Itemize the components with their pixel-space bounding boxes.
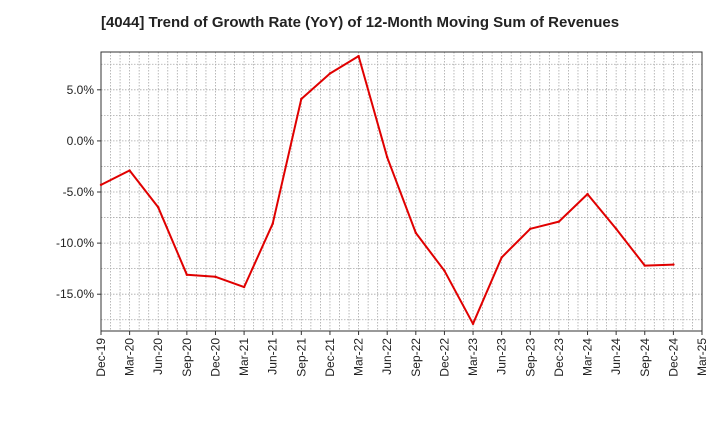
- x-tick-label: Mar-22: [352, 338, 366, 376]
- data-point: [557, 220, 561, 223]
- data-point: [672, 263, 675, 266]
- data-point: [414, 231, 418, 235]
- y-tick-label: 0.0%: [67, 134, 95, 148]
- data-point: [157, 206, 160, 209]
- x-tick-label: Dec-24: [666, 338, 680, 377]
- chart-title: [4044] Trend of Growth Rate (YoY) of 12-…: [100, 14, 620, 31]
- x-tick-label: Dec-20: [208, 338, 222, 377]
- data-point: [300, 97, 303, 101]
- data-point: [385, 156, 389, 159]
- x-tick-label: Sep-22: [409, 338, 423, 377]
- x-tick-label: Mar-23: [466, 338, 480, 376]
- x-tick-label: Sep-21: [294, 338, 308, 377]
- x-tick-label: Jun-22: [380, 338, 394, 375]
- data-point: [271, 222, 274, 225]
- y-tick-label: -5.0%: [63, 185, 95, 199]
- data-point: [529, 227, 532, 231]
- y-tick-label: -15.0%: [56, 287, 94, 301]
- data-point: [443, 269, 446, 272]
- x-tick-label: Sep-24: [638, 338, 652, 377]
- x-tick-label: Dec-23: [552, 338, 566, 377]
- y-tick-label: -10.0%: [56, 236, 94, 250]
- x-tick-label: Jun-20: [151, 338, 165, 375]
- x-tick-label: Mar-21: [237, 338, 251, 376]
- data-point: [128, 169, 131, 172]
- data-point: [357, 54, 360, 58]
- x-tick-label: Mar-25: [695, 338, 709, 376]
- data-point: [471, 322, 475, 326]
- x-tick-label: Dec-22: [437, 338, 451, 377]
- plot-frame: [100, 51, 703, 332]
- x-tick-label: Mar-24: [581, 338, 595, 376]
- data-point: [328, 72, 332, 75]
- x-tick-label: Sep-23: [523, 338, 537, 377]
- x-tick-label: Jun-21: [266, 338, 280, 375]
- plot-background: [101, 52, 702, 331]
- data-point: [214, 275, 217, 279]
- data-point: [614, 227, 618, 231]
- x-tick-label: Dec-21: [323, 338, 337, 377]
- data-point: [99, 183, 103, 187]
- data-point: [500, 256, 503, 259]
- data-point: [185, 273, 189, 276]
- x-tick-label: Dec-19: [94, 338, 108, 377]
- data-point: [643, 264, 646, 267]
- x-tick-label: Sep-20: [180, 338, 194, 377]
- x-tick-label: Mar-20: [123, 338, 137, 376]
- x-tick-label: Jun-24: [609, 338, 623, 375]
- x-tick-label: Jun-23: [495, 338, 509, 375]
- data-point: [242, 285, 246, 289]
- data-point: [586, 192, 589, 196]
- y-tick-label: 5.0%: [67, 83, 95, 97]
